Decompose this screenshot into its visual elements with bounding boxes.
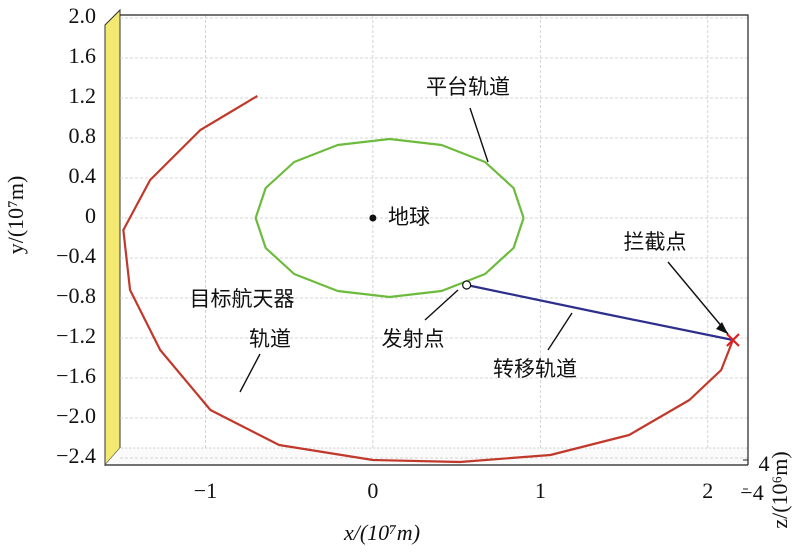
x-axis-label: x/(10⁷m) <box>343 520 420 545</box>
y-tick-label: −0.4 <box>56 243 96 268</box>
side-wall <box>104 8 121 467</box>
y-tick-label: 0.4 <box>69 163 97 188</box>
floor <box>104 447 749 466</box>
annotation: 轨道 <box>249 327 291 351</box>
annotation: 平台轨道 <box>426 75 510 99</box>
y-tick-label: 2.0 <box>69 3 97 28</box>
plot-area <box>122 95 740 464</box>
y-tick-label: 0.8 <box>69 123 97 148</box>
z-axis-label: z/(10⁶m) <box>767 451 792 528</box>
z-tick-label: −4 <box>740 480 763 505</box>
frame <box>120 14 749 465</box>
annotation: 发射点 <box>382 327 445 351</box>
x-tick-label: 0 <box>367 478 378 503</box>
orbit-line <box>122 95 734 464</box>
arrow-head <box>716 322 728 334</box>
grid <box>120 15 748 459</box>
z-tick-label: 4 <box>759 451 770 476</box>
y-tick-label: −0.8 <box>56 283 96 308</box>
y-tick-label: −2.0 <box>56 403 96 428</box>
orbit-line <box>466 283 734 342</box>
annotation: 拦截点 <box>624 230 687 254</box>
earth-point <box>369 214 377 222</box>
annotation: 目标航天器 <box>190 287 295 311</box>
launch-point <box>462 280 472 290</box>
annotation: 地球 <box>388 205 430 229</box>
annotation: 转移轨道 <box>493 357 577 381</box>
y-tick-label: 1.6 <box>69 43 97 68</box>
y-tick-label: 1.2 <box>69 83 97 108</box>
y-tick-label: −1.2 <box>56 323 96 348</box>
y-tick-label: 0 <box>85 203 96 228</box>
y-axis-label: y/(10⁷m) <box>3 176 28 255</box>
leaders <box>239 107 729 393</box>
y-tick-label: −1.6 <box>56 363 96 388</box>
x-tick-label: 1 <box>535 478 546 503</box>
y-tick-label: −2.4 <box>56 443 96 468</box>
x-tick-label: −1 <box>194 478 217 503</box>
intercept-point <box>726 333 740 347</box>
x-tick-label: 2 <box>702 478 713 503</box>
orbit-line <box>254 137 525 299</box>
